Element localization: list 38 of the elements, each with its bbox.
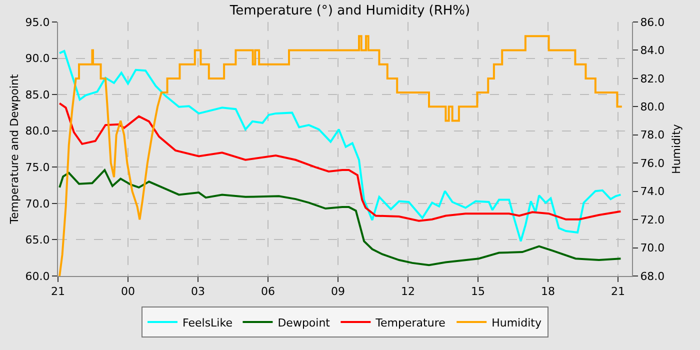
y-tick-label: 60.0 — [25, 270, 50, 283]
y-tick-label: 90.0 — [25, 52, 50, 66]
legend-label: Temperature — [374, 316, 446, 330]
y2-tick-label: 74.0 — [640, 185, 665, 198]
line-series — [58, 169, 622, 266]
y2-tick-label: 70.0 — [640, 242, 665, 255]
y-tick-label: 95.0 — [25, 16, 50, 29]
chart-title: Temperature (°) and Humidity (RH%) — [228, 3, 470, 18]
x-tick-label: 09 — [331, 285, 345, 298]
y-tick-label: 85.0 — [25, 88, 50, 102]
x-tick-label: 06 — [261, 285, 275, 298]
y2-axis-title: Humidity — [670, 124, 683, 174]
x-tick-label: 18 — [541, 285, 555, 298]
y-tick-label: 70.0 — [25, 197, 50, 210]
y2-tick-label: 86.0 — [640, 16, 665, 29]
line-series — [58, 50, 622, 242]
x-tick-label: 15 — [471, 285, 485, 298]
y-tick-label: 75.0 — [25, 160, 50, 174]
line-series — [58, 35, 623, 276]
y2-tick-label: 80.0 — [640, 100, 665, 114]
y-tick-label: 65.0 — [25, 234, 50, 247]
y-axis-title: Temperature and Dewpoint — [8, 73, 21, 225]
y2-tick-label: 68.0 — [640, 270, 665, 283]
x-tick-label: 00 — [121, 285, 135, 298]
y2-tick-label: 76.0 — [640, 156, 665, 170]
x-tick-label: 03 — [191, 285, 205, 298]
line-series — [58, 102, 622, 222]
y-tick-label: 80.0 — [25, 124, 50, 138]
x-tick-label: 12 — [401, 285, 415, 298]
y2-tick-label: 78.0 — [640, 128, 665, 142]
legend-label: Humidity — [492, 316, 542, 330]
legend-label: FeelsLike — [182, 316, 233, 330]
x-tick-label: 21 — [51, 285, 65, 298]
y2-tick-label: 84.0 — [640, 44, 665, 58]
y2-tick-label: 82.0 — [640, 72, 665, 86]
legend-label: Dewpoint — [278, 316, 331, 330]
x-tick-label: 21 — [611, 285, 625, 298]
y2-tick-label: 72.0 — [640, 213, 665, 226]
